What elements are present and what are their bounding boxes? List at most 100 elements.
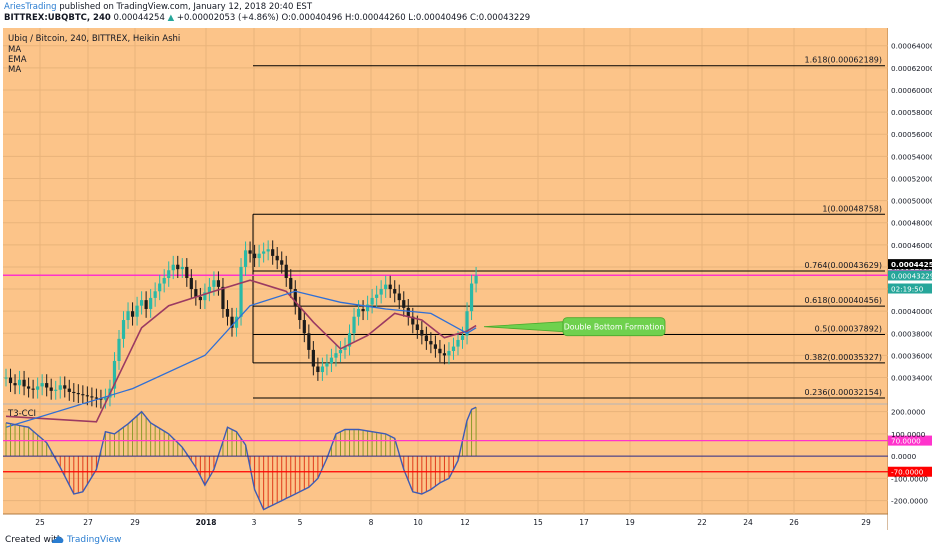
publish-info: AriesTrading published on TradingView.co…: [4, 2, 312, 12]
price-label-text: 0.00043229: [891, 271, 932, 280]
candle-body: [72, 391, 76, 394]
cci-level-box: [888, 435, 932, 446]
price-tick: 0.00054000: [891, 152, 932, 161]
candle-body: [49, 387, 53, 391]
price-tick: 0.00048000: [891, 219, 932, 228]
candle-body: [429, 341, 433, 345]
footer-created-text: Created with: [5, 535, 63, 545]
candle-body: [325, 363, 329, 367]
candle-body: [420, 329, 424, 336]
candle-body: [153, 291, 157, 298]
time-tick: 25: [35, 518, 45, 527]
candle-body: [411, 316, 415, 325]
author-link[interactable]: AriesTrading: [4, 2, 57, 12]
callout-box: [562, 317, 666, 337]
indicator-ema[interactable]: EMA: [8, 55, 27, 65]
candle-body: [438, 348, 442, 354]
candle-body: [469, 283, 474, 312]
candle-body: [262, 251, 266, 254]
price-tick: 0.00040000: [891, 307, 932, 316]
candle-body: [225, 308, 230, 317]
cci-label[interactable]: T3-CCI: [7, 409, 36, 419]
candle-body: [320, 366, 324, 373]
candle-body: [402, 300, 406, 308]
footer-brand-link[interactable]: TradingView: [67, 535, 122, 545]
double-bottom-annotation[interactable]: Double Bottom Formation: [483, 317, 666, 337]
candle-body: [85, 395, 89, 397]
candle-body: [4, 377, 8, 379]
time-tick: 2018: [196, 518, 217, 527]
ohlc-values: O:0.00040496 H:0.00044260 L:0.00040496 C…: [281, 13, 531, 23]
price-tick: 0.00056000: [891, 130, 932, 139]
candle-body: [361, 308, 365, 312]
last-price: 0.00044254: [113, 13, 165, 23]
candle-body: [81, 394, 85, 396]
time-tick: 12: [460, 518, 470, 527]
candle-body: [243, 250, 248, 267]
candle-body: [284, 264, 288, 278]
time-tick: 19: [625, 518, 635, 527]
price-tick: 0.00038000: [891, 329, 932, 338]
candle-body: [63, 385, 67, 389]
callout-text: Double Bottom Formation: [564, 323, 665, 332]
price-label-box: [888, 259, 932, 270]
candle-body: [384, 284, 388, 290]
price-tick: 0.00064000: [891, 42, 932, 51]
time-tick: 27: [83, 518, 93, 527]
published-text: published on TradingView.com, January 12…: [59, 2, 313, 12]
candle-body: [121, 320, 126, 339]
candle-body: [76, 393, 80, 395]
candle-body: [280, 260, 284, 265]
fib-label: 0.236(0.00032154): [805, 388, 883, 397]
cci-pane-background: [3, 405, 888, 514]
price-tick: 0.00062000: [891, 64, 932, 73]
cci-line: [5, 406, 477, 511]
candle-body: [40, 383, 44, 387]
candle-body: [221, 286, 225, 309]
candle-body: [334, 353, 338, 358]
candle-body: [370, 297, 374, 305]
time-tick: 26: [789, 518, 799, 527]
candle-body: [54, 389, 58, 391]
time-tick-labels: 25 27 29 2018 3 5 8 10 12 15 17 19 22 24 26 29: [35, 518, 871, 527]
candle-body: [352, 316, 356, 334]
candle-body: [162, 278, 166, 284]
cci-tick: -200.0000: [891, 497, 928, 506]
candle-body: [375, 294, 379, 298]
candle-body: [356, 308, 361, 317]
price-tick: 0.00034000: [891, 374, 932, 383]
candle-body: [406, 307, 410, 317]
price-tick: 0.00060000: [891, 86, 932, 95]
candle-body: [447, 351, 451, 356]
candle-body: [433, 344, 437, 349]
time-tick: 29: [130, 518, 140, 527]
candle-body: [289, 278, 293, 290]
candle-body: [465, 311, 469, 336]
candle-body: [230, 316, 234, 328]
price-label-box: [888, 283, 932, 294]
indicator-ma-1[interactable]: MA: [8, 45, 21, 55]
candle-body: [135, 305, 139, 317]
time-tick: 8: [369, 518, 374, 527]
candles: [4, 240, 478, 409]
time-tick: 15: [533, 518, 543, 527]
main-pane-background: [3, 28, 888, 403]
candle-body: [8, 377, 13, 384]
price-change: +0.00002053 (+4.86%): [176, 13, 279, 23]
candle-body: [293, 289, 297, 306]
candle-body: [212, 280, 216, 287]
symbol-label: BITTREX:UBQBTC, 240: [4, 13, 111, 23]
candle-body: [474, 275, 478, 284]
fibonacci-levels: 1.618(0.00062189) 1(0.00048758) 0.764(0.00…: [3, 56, 888, 399]
candle-body: [216, 280, 221, 287]
candle-body: [17, 379, 22, 386]
time-tick: 10: [413, 518, 423, 527]
indicator-ma-2[interactable]: MA: [8, 65, 21, 75]
candle-body: [207, 286, 211, 293]
candle-body: [366, 304, 370, 312]
chart-area[interactable]: 1.618(0.00062189) 1(0.00048758) 0.764(0.00…: [0, 26, 932, 530]
candle-body: [311, 349, 315, 367]
candle-body: [329, 357, 334, 364]
cci-tick: 200.0000: [891, 408, 926, 417]
